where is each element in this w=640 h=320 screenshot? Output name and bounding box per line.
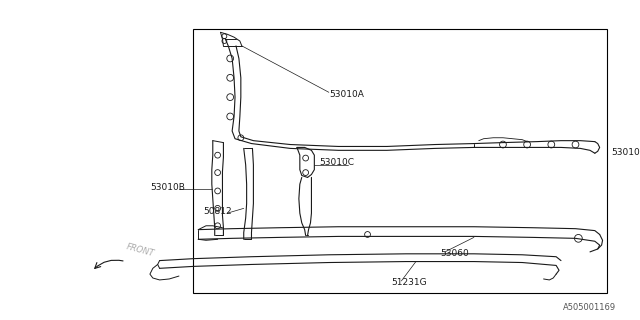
Text: 53010A: 53010A	[329, 90, 364, 99]
Text: 53010: 53010	[611, 148, 640, 157]
Text: 50812: 50812	[203, 207, 232, 216]
Text: FRONT: FRONT	[125, 242, 156, 258]
Text: 51231G: 51231G	[392, 278, 428, 287]
Text: 53010B: 53010B	[150, 183, 185, 192]
Text: 53010C: 53010C	[319, 158, 354, 167]
Text: A505001169: A505001169	[563, 303, 616, 312]
Text: 53060: 53060	[440, 249, 469, 258]
Bar	[193, 29, 607, 293]
